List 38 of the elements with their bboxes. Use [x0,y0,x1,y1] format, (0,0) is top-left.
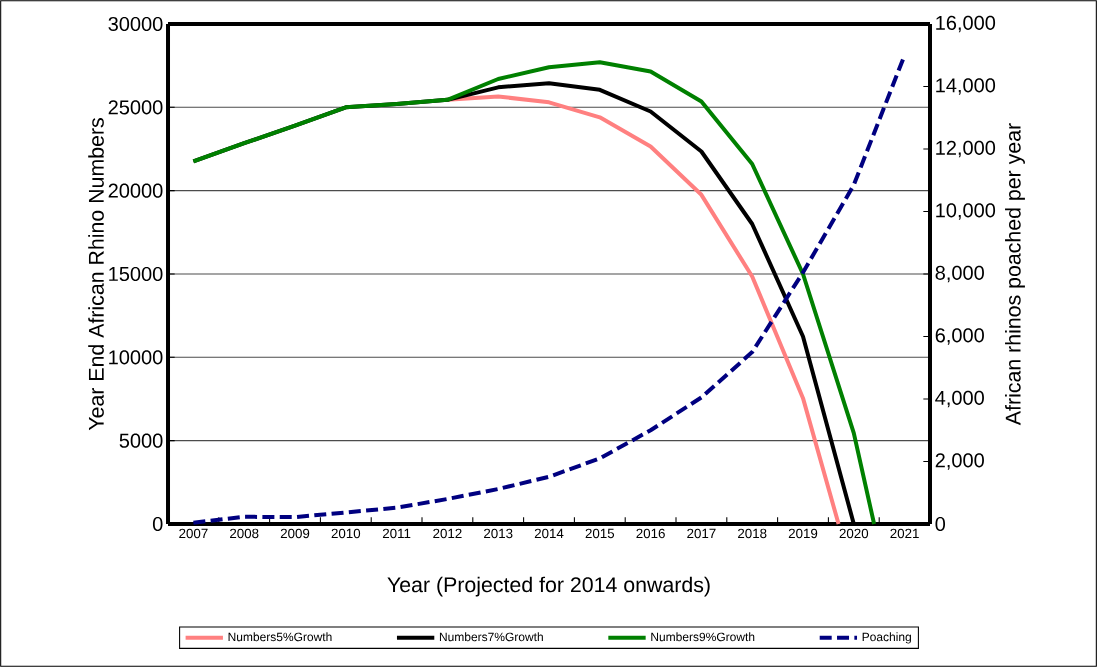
legend-label: Numbers9%Growth [651,632,755,642]
x-tick-label: 2007 [179,528,208,539]
y-tick-label: 20000 [108,183,163,198]
y2-tick-label: 6,000 [935,328,984,345]
y2-tick-label: 2,000 [935,453,984,470]
x-axis-title: Year (Projected for 2014 onwards) [387,576,710,597]
y2-tick-label: 8,000 [935,265,984,283]
y2-axis-title: African rhinos poached per year [1005,123,1025,426]
x-tick-label: 2009 [280,528,310,539]
y2-tick-label: 0 [935,516,946,532]
legend-label: Poaching [862,632,911,644]
y-tick-label: 10000 [109,350,163,365]
x-tick-label: 2010 [331,528,361,539]
x-tick-label: 2021 [890,528,919,539]
y2-tick-label: 14,000 [936,78,996,95]
y2-tick-label: 10,000 [936,203,996,220]
y-tick-label: 0 [152,516,163,532]
y2-tick-label: 4,000 [935,390,984,408]
y-axis-title: Year End African Rhino Numbers [88,118,104,431]
y2-tick-label: 16,000 [936,15,996,33]
y-tick-label: 15000 [109,266,163,282]
x-tick-label: 2016 [636,528,665,539]
legend-label: Numbers5%Growth [228,632,332,642]
x-tick-label: 2013 [484,528,513,539]
x-tick-label: 2014 [534,528,564,539]
x-tick-label: 2018 [738,528,767,539]
x-tick-label: 2019 [788,528,818,539]
y-tick-label: 30000 [108,16,163,32]
x-tick-label: 2012 [433,528,462,539]
legend-label: Numbers7%Growth [439,632,543,642]
x-tick-label: 2011 [382,528,411,539]
x-tick-label: 2015 [585,528,615,539]
y2-tick-label: 12,000 [936,140,996,158]
y-tick-label: 25000 [108,100,163,115]
y-tick-label: 5000 [119,433,163,448]
x-tick-label: 2020 [839,528,869,539]
x-tick-label: 2008 [230,528,259,539]
x-tick-label: 2017 [687,528,716,539]
